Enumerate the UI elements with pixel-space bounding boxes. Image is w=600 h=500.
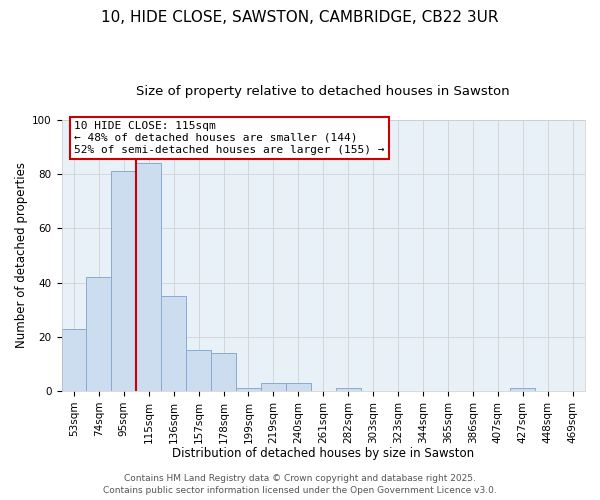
Bar — [186, 350, 211, 391]
Bar — [136, 164, 161, 391]
Bar — [261, 383, 286, 391]
Text: 10, HIDE CLOSE, SAWSTON, CAMBRIDGE, CB22 3UR: 10, HIDE CLOSE, SAWSTON, CAMBRIDGE, CB22… — [101, 10, 499, 25]
Bar — [86, 277, 112, 391]
Bar — [236, 388, 261, 391]
Bar — [62, 328, 86, 391]
Bar — [286, 383, 311, 391]
Text: 10 HIDE CLOSE: 115sqm
← 48% of detached houses are smaller (144)
52% of semi-det: 10 HIDE CLOSE: 115sqm ← 48% of detached … — [74, 122, 385, 154]
Bar — [161, 296, 186, 391]
Bar — [211, 353, 236, 391]
Title: Size of property relative to detached houses in Sawston: Size of property relative to detached ho… — [136, 85, 510, 98]
Text: Contains HM Land Registry data © Crown copyright and database right 2025.
Contai: Contains HM Land Registry data © Crown c… — [103, 474, 497, 495]
Bar — [112, 172, 136, 391]
Bar — [510, 388, 535, 391]
Bar — [336, 388, 361, 391]
Y-axis label: Number of detached properties: Number of detached properties — [15, 162, 28, 348]
X-axis label: Distribution of detached houses by size in Sawston: Distribution of detached houses by size … — [172, 447, 475, 460]
